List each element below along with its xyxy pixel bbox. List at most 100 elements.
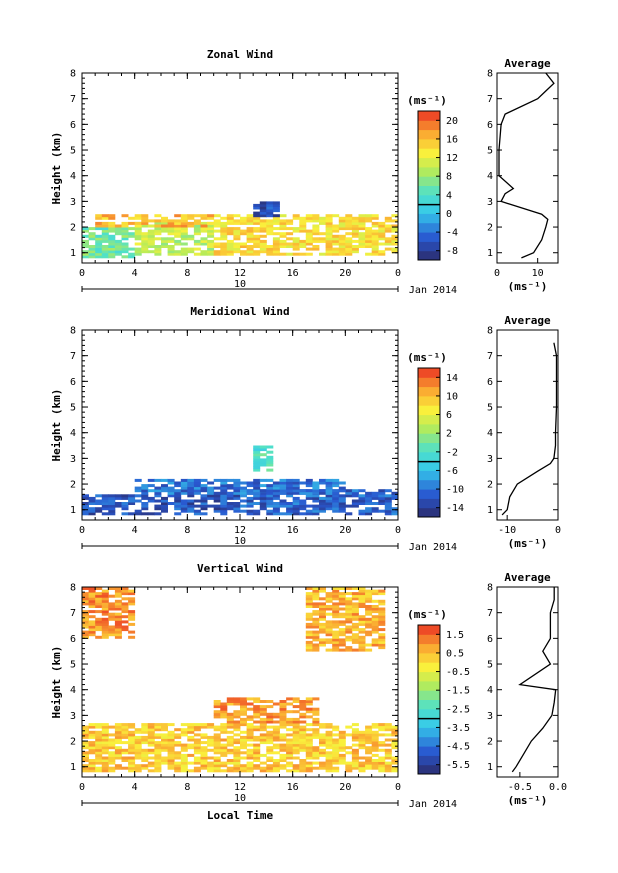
heatmap-cell bbox=[312, 597, 320, 601]
heatmap-cell bbox=[286, 743, 294, 747]
colorbar-band bbox=[418, 129, 440, 140]
heatmap-cell bbox=[101, 728, 109, 732]
heatmap-cell bbox=[167, 237, 175, 241]
heatmap-cell bbox=[279, 746, 287, 750]
heatmap-cell bbox=[253, 252, 261, 256]
heatmap-cell bbox=[312, 735, 320, 739]
heatmap-cell bbox=[121, 733, 129, 737]
heatmap-cell bbox=[180, 746, 188, 750]
heatmap-cell bbox=[371, 502, 379, 505]
y-tick-label: 7 bbox=[70, 351, 76, 362]
average-y-tick-label: 3 bbox=[487, 197, 493, 208]
heatmap-cell bbox=[286, 478, 294, 482]
heatmap-cell bbox=[147, 478, 155, 482]
heatmap-cell bbox=[319, 733, 326, 737]
heatmap-cell bbox=[134, 489, 142, 493]
colorbar-band bbox=[418, 138, 440, 149]
heatmap-cell bbox=[299, 245, 307, 248]
heatmap-cell bbox=[312, 728, 320, 732]
heatmap-cell bbox=[299, 720, 307, 724]
heatmap-cell bbox=[174, 229, 182, 233]
heatmap-cell bbox=[187, 494, 195, 498]
heatmap-cell bbox=[332, 769, 340, 773]
heatmap-cell bbox=[305, 625, 313, 629]
heatmap-cell bbox=[351, 753, 359, 757]
heatmap-cell bbox=[358, 605, 366, 608]
y-tick-label: 6 bbox=[70, 377, 76, 388]
colorbar-band bbox=[418, 166, 440, 177]
heatmap-cell bbox=[246, 761, 254, 765]
heatmap-cell bbox=[272, 712, 280, 716]
heatmap-cell bbox=[134, 748, 142, 752]
heatmap-cell bbox=[108, 234, 116, 238]
heatmap-cell bbox=[95, 730, 103, 734]
heatmap-cell bbox=[305, 622, 313, 626]
heatmap-cell bbox=[82, 227, 89, 231]
heatmap-cell bbox=[358, 648, 366, 652]
heatmap-cell bbox=[147, 489, 155, 493]
heatmap-cell bbox=[299, 224, 307, 228]
heatmap-cell bbox=[384, 489, 392, 493]
heatmap-cell bbox=[358, 640, 366, 644]
heatmap-cell bbox=[200, 502, 208, 505]
heatmap-cell bbox=[365, 499, 373, 503]
heatmap-cell bbox=[88, 496, 96, 500]
heatmap-cell bbox=[253, 496, 261, 500]
heatmap-cell bbox=[141, 756, 149, 760]
heatmap-cell bbox=[101, 620, 109, 624]
heatmap-cell bbox=[325, 227, 333, 231]
heatmap-cell bbox=[338, 743, 346, 747]
heatmap-cell bbox=[240, 216, 247, 220]
heatmap-cell bbox=[167, 753, 175, 757]
heatmap-cell bbox=[378, 640, 386, 644]
heatmap-cell bbox=[233, 764, 241, 768]
heatmap-cell bbox=[200, 507, 208, 511]
heatmap-cell bbox=[233, 237, 241, 241]
heatmap-cell bbox=[213, 700, 221, 703]
heatmap-cell bbox=[121, 250, 129, 254]
x-tick-label: 0 bbox=[79, 782, 85, 793]
heatmap-cell bbox=[226, 712, 234, 716]
heatmap-cell bbox=[253, 509, 261, 513]
heatmap-cell bbox=[345, 224, 353, 228]
heatmap-cell bbox=[134, 730, 142, 734]
heatmap-cell bbox=[82, 507, 89, 511]
heatmap-cell bbox=[88, 759, 96, 762]
heatmap-cell bbox=[213, 509, 221, 513]
heatmap-cell bbox=[108, 504, 116, 508]
heatmap-cell bbox=[167, 252, 175, 256]
heatmap-cell bbox=[266, 738, 274, 742]
heatmap-cell bbox=[338, 504, 346, 508]
colorbar-band bbox=[418, 368, 440, 378]
heatmap-cell bbox=[266, 209, 274, 213]
colorbar-tick-label: -4 bbox=[446, 228, 458, 239]
heatmap-cell bbox=[193, 252, 201, 256]
heatmap-cell bbox=[147, 219, 155, 223]
heatmap-cell bbox=[114, 227, 122, 231]
heatmap-cell bbox=[128, 723, 136, 727]
heatmap-cell bbox=[114, 589, 122, 593]
heatmap-cell bbox=[338, 507, 346, 511]
heatmap-cell bbox=[167, 227, 175, 231]
heatmap-cell bbox=[246, 702, 254, 706]
heatmap-cell bbox=[200, 733, 208, 737]
heatmap-cell bbox=[141, 502, 149, 505]
heatmap-cell bbox=[312, 617, 320, 621]
heatmap-cell bbox=[299, 733, 307, 737]
heatmap-cell bbox=[325, 502, 333, 505]
heatmap-cell bbox=[180, 229, 188, 233]
heatmap-cell bbox=[253, 237, 261, 241]
heatmap-cell bbox=[200, 753, 208, 757]
day-label: 10 bbox=[234, 536, 246, 547]
heatmap-cell bbox=[226, 245, 234, 248]
heatmap-cell bbox=[95, 733, 103, 737]
heatmap-cell bbox=[88, 746, 96, 750]
heatmap-cell bbox=[345, 620, 353, 624]
heatmap-cell bbox=[193, 746, 201, 750]
heatmap-cell bbox=[246, 250, 254, 254]
date-label: Jan 2014 bbox=[409, 542, 457, 553]
heatmap-cell bbox=[141, 751, 149, 755]
average-x-tick-label: 10 bbox=[532, 268, 544, 279]
heatmap-cell bbox=[82, 730, 89, 734]
heatmap-cell bbox=[371, 592, 379, 596]
